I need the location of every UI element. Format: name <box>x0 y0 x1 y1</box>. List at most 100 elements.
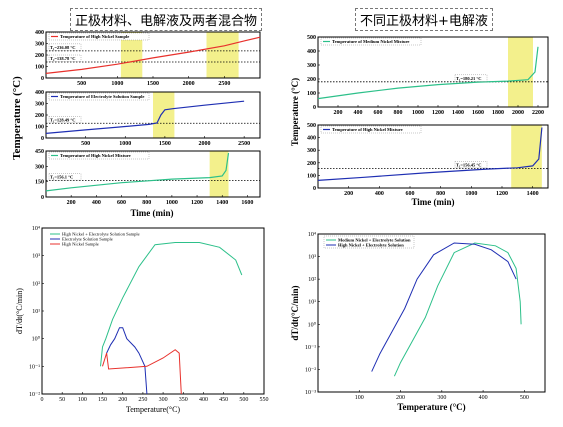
y-tick-label: 10⁻² <box>305 367 316 373</box>
series-line-0 <box>100 242 243 367</box>
series-line-1 <box>106 327 148 395</box>
left-x-axis-label: Time (min) <box>130 208 173 218</box>
x-tick-label: 1000 <box>111 81 123 87</box>
x-tick-label: 1800 <box>492 110 504 116</box>
legend-box <box>48 92 150 101</box>
left-title: 正极材料、电解液及两者混合物 <box>70 8 263 31</box>
x-tick-label: 300 <box>159 397 168 403</box>
y-tick-label: 0 <box>313 186 316 192</box>
x-tick-label: 1000 <box>119 141 131 147</box>
legend-box <box>323 235 415 249</box>
x-tick-label: 2000 <box>512 110 524 116</box>
x-tick-label: 200 <box>67 200 76 206</box>
y-tick-label: 200 <box>35 113 44 119</box>
annotation-text: T₁=128.49 °C <box>50 117 75 122</box>
y-tick-label: 10⁻¹ <box>305 345 316 351</box>
highlight-band <box>153 92 175 138</box>
x-tick-label: 0 <box>41 397 44 403</box>
annotation-text: T₁=180.21 °C <box>456 76 481 81</box>
y-tick-label: 10¹ <box>32 309 40 315</box>
highlight-band <box>120 32 143 78</box>
annotation-box <box>454 74 488 82</box>
legend-box <box>48 151 150 160</box>
legend-label: Temperature of Medium Nickel Mixture <box>332 39 409 44</box>
y-tick-label: 10⁰ <box>32 336 41 343</box>
axis-frame <box>41 227 265 395</box>
axis-frame <box>317 233 546 393</box>
annotation-box <box>454 161 488 169</box>
y-tick-label: 10² <box>32 281 40 287</box>
series-line-1 <box>371 242 517 372</box>
x-tick-label: 400 <box>199 397 208 403</box>
annotation-text: T₁=236.08 °C <box>50 45 75 50</box>
y-tick-label: 400 <box>307 49 316 55</box>
legend-label: Temperature of High Nickel Mixture <box>60 153 131 158</box>
x-tick-label: 400 <box>354 110 363 116</box>
y-tick-label: 10⁻³ <box>305 390 316 396</box>
y-tick-label: 100 <box>35 125 44 131</box>
y-tick-label: 500 <box>307 123 316 129</box>
y-axis-label: dT/dt(°C/min) <box>15 288 24 334</box>
legend-box <box>320 125 422 134</box>
y-tick-label: 300 <box>307 148 316 154</box>
x-tick-label: 400 <box>479 395 488 401</box>
y-tick-label: 0 <box>41 195 44 201</box>
panel-br: 100 200 300 400 500 10⁻³ 10⁻² 10⁻¹ 10⁰ 10¹ 10² 10³ 1… <box>290 232 546 412</box>
y-tick-label: 150 <box>35 180 44 186</box>
x-tick-label: 500 <box>77 81 86 87</box>
y-tick-label: 10¹ <box>308 300 316 306</box>
y-tick-label: 400 <box>35 30 44 36</box>
x-tick-label: 1400 <box>527 191 539 197</box>
y-tick-label: 10³ <box>32 254 40 260</box>
x-tick-label: 300 <box>437 395 446 401</box>
x-tick-label: 1500 <box>159 141 171 147</box>
legend-label: High Nickel Sample <box>62 242 99 247</box>
x-tick-label: 600 <box>117 200 126 206</box>
y-tick-label: 0 <box>41 76 44 82</box>
y-tick-label: 450 <box>35 149 44 155</box>
x-tick-label: 2000 <box>183 81 195 87</box>
x-tick-label: 500 <box>520 395 529 401</box>
x-tick-label: 100 <box>78 397 87 403</box>
annotation-box <box>48 116 82 123</box>
y-tick-label: 10⁴ <box>32 226 40 232</box>
y-tick-label: 200 <box>35 53 44 59</box>
x-tick-label: 2200 <box>532 110 544 116</box>
x-tick-label: 500 <box>81 141 90 147</box>
x-tick-label: 1200 <box>496 191 508 197</box>
y-tick-label: 10² <box>308 277 316 283</box>
y-tick-label: 200 <box>307 161 316 167</box>
x-tick-label: 50 <box>59 397 65 403</box>
x-tick-label: 400 <box>375 191 384 197</box>
x-tick-label: 1200 <box>432 110 444 116</box>
annotation-box <box>48 43 82 51</box>
y-tick-label: 500 <box>307 35 316 41</box>
x-tick-label: 1600 <box>241 200 253 206</box>
x-tick-label: 450 <box>219 397 228 403</box>
series-line-0 <box>45 100 245 134</box>
x-tick-label: 100 <box>355 395 364 401</box>
x-tick-label: 1000 <box>412 110 424 116</box>
panel-tr1: 200 400 600 800 1000 1200 1400 1600 1800 2000 2200… <box>307 35 549 116</box>
x-tick-label: 200 <box>344 191 353 197</box>
legend-label: Temperature of Electrolyte Solution Samp… <box>60 94 144 99</box>
y-tick-label: 400 <box>35 90 44 96</box>
series-line-0 <box>317 127 543 181</box>
legend-label: Temperature of High Nickel Sample <box>60 34 129 39</box>
left-y-axis-label: Temperature (°C) <box>11 76 23 160</box>
axis-frame <box>317 124 549 189</box>
right-y-axis-label: Temperature (°C) <box>290 78 300 146</box>
x-axis-label: Temperature (°C) <box>397 402 465 412</box>
legend-label: High Nickel + Electrolyte Solution Sampl… <box>62 232 140 237</box>
x-tick-label: 600 <box>406 191 415 197</box>
x-tick-label: 500 <box>239 397 248 403</box>
panel-tl3: 200 400 600 800 1000 1200 1400 1600 0 150 300 450 Te… <box>35 149 261 206</box>
x-tick-label: 350 <box>179 397 188 403</box>
axis-frame <box>45 150 261 198</box>
series-line-0 <box>393 242 522 377</box>
legend-label: Temperature of High Nickel Mixture <box>332 127 403 132</box>
x-tick-label: 2500 <box>218 81 230 87</box>
y-tick-label: 10⁻² <box>29 392 40 398</box>
series-line-0 <box>317 46 539 100</box>
